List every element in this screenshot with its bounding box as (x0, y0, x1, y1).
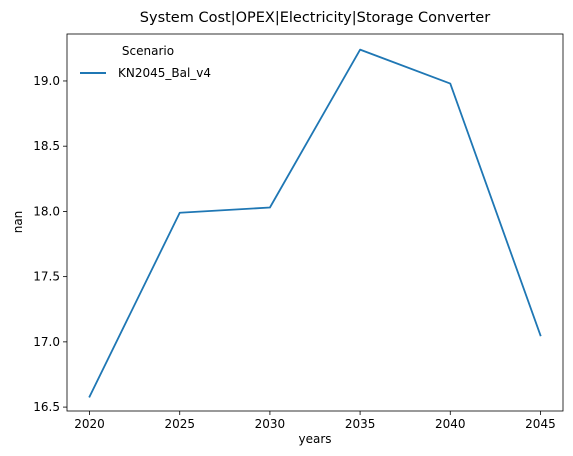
legend-label: KN2045_Bal_v4 (118, 66, 211, 80)
plot-area (67, 34, 563, 411)
x-tick-label: 2040 (435, 417, 466, 431)
chart-title: System Cost|OPEX|Electricity|Storage Con… (140, 10, 490, 26)
x-axis-ticks: 2020 2025 2030 2035 2040 2045 (74, 411, 556, 431)
y-tick-label: 17.0 (33, 335, 60, 349)
plot-frame (66, 33, 564, 412)
series-layer (88, 48, 542, 398)
y-tick-label: 16.5 (33, 400, 60, 414)
y-tick-label: 17.5 (33, 270, 60, 284)
x-tick-label: 2020 (74, 417, 105, 431)
y-tick-label: 19.0 (33, 74, 60, 88)
x-axis-title: years (298, 432, 331, 446)
y-axis-ticks: 16.5 17.0 17.5 18.0 18.5 19.0 (33, 74, 67, 414)
y-tick-label: 18.5 (33, 139, 60, 153)
y-tick-label: 18.0 (33, 204, 60, 218)
legend-title: Scenario (122, 44, 174, 58)
x-tick-label: 2045 (525, 417, 556, 431)
x-tick-label: 2035 (345, 417, 376, 431)
legend: Scenario KN2045_Bal_v4 (80, 44, 211, 80)
x-tick-label: 2030 (255, 417, 286, 431)
x-tick-label: 2025 (164, 417, 195, 431)
series-line (88, 48, 542, 398)
y-axis-title: nan (11, 211, 25, 234)
